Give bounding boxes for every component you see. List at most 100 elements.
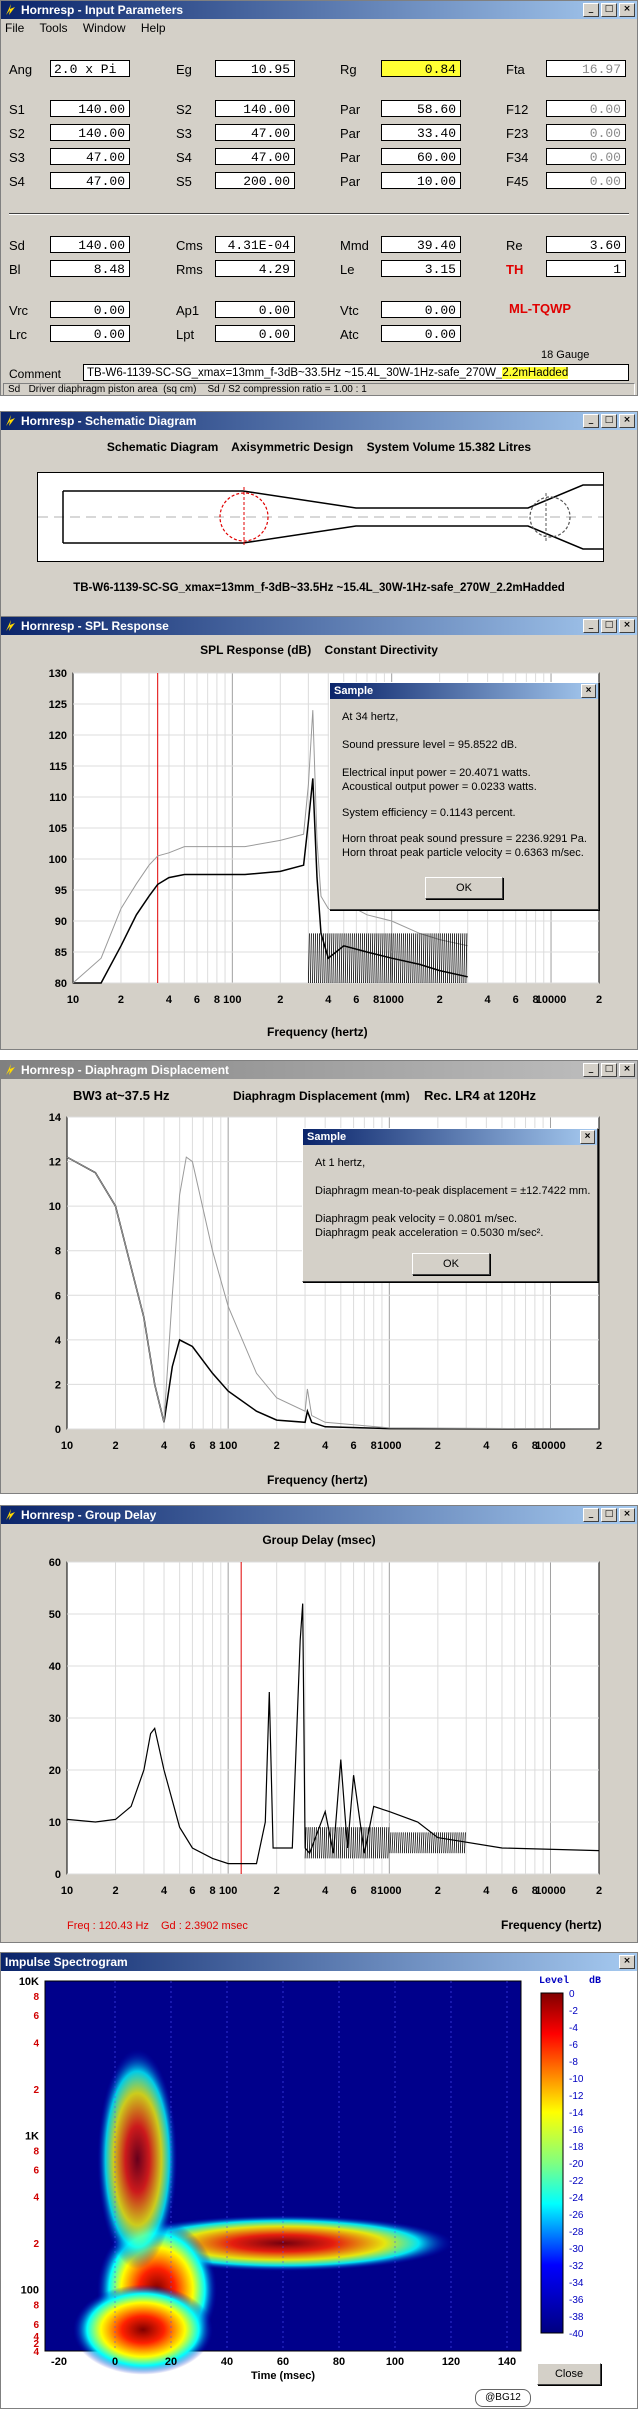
vtc-field[interactable]: 0.00 — [381, 301, 461, 318]
y-tick-label: 14 — [49, 1112, 62, 1124]
rms-field[interactable]: 4.29 — [215, 260, 295, 277]
param-field[interactable]: 140.00 — [215, 100, 295, 117]
param-field[interactable]: 10.00 — [381, 172, 461, 189]
minimize-button[interactable]: _ — [583, 3, 599, 17]
param-label: S3 — [9, 150, 25, 165]
param-field[interactable]: 0.00 — [546, 172, 626, 189]
vrc-field[interactable]: 0.00 — [50, 301, 130, 318]
minimize-button[interactable]: _ — [583, 1063, 599, 1077]
param-field[interactable]: 33.40 — [381, 124, 461, 141]
maximize-button[interactable]: □ — [601, 1508, 617, 1522]
menu-tools[interactable]: Tools — [39, 21, 68, 35]
close-button[interactable]: × — [619, 1508, 635, 1522]
ok-button[interactable]: OK — [412, 1253, 490, 1275]
spl-titlebar[interactable]: Hornresp - SPL Response _ □ × — [1, 617, 637, 635]
close-button[interactable]: × — [619, 3, 635, 17]
mmd-field[interactable]: 39.40 — [381, 236, 461, 253]
param-field[interactable]: 60.00 — [381, 148, 461, 165]
group-delay-titlebar[interactable]: Hornresp - Group Delay _ □ × — [1, 1506, 637, 1524]
y-tick-label: 120 — [49, 730, 67, 742]
maximize-button[interactable]: □ — [601, 619, 617, 633]
colorbar-tick-label: -28 — [569, 2227, 584, 2238]
schematic-titlebar[interactable]: Hornresp - Schematic Diagram _ □ × — [1, 412, 637, 430]
param-field[interactable]: 47.00 — [215, 124, 295, 141]
eg-field[interactable]: 10.95 — [215, 60, 295, 77]
param-field[interactable]: 47.00 — [50, 172, 130, 189]
close-icon[interactable]: × — [581, 684, 596, 698]
y-tick-label: 85 — [55, 947, 67, 959]
series-line — [72, 710, 468, 984]
param-field[interactable]: 0.00 — [546, 100, 626, 117]
sd-field[interactable]: 140.00 — [50, 236, 130, 253]
param-field[interactable]: 140.00 — [50, 124, 130, 141]
param-field[interactable]: 0.00 — [546, 148, 626, 165]
atc-field[interactable]: 0.00 — [381, 325, 461, 342]
schematic-heading: Schematic Diagram Axisymmetric Design Sy… — [106, 440, 532, 454]
y-tick-label: 2 — [33, 2085, 39, 2096]
lpt-field[interactable]: 0.00 — [215, 325, 295, 342]
ok-button[interactable]: OK — [425, 877, 503, 899]
bl-field[interactable]: 8.48 — [50, 260, 130, 277]
colorbar-tick-label: -22 — [569, 2176, 584, 2187]
comment-field[interactable]: TB-W6-1139-SC-SG_xmax=13mm_f-3dB~33.5Hz … — [83, 364, 629, 381]
maximize-button[interactable]: □ — [601, 414, 617, 428]
minimize-button[interactable]: _ — [583, 414, 599, 428]
y-tick-label: 12 — [49, 1157, 61, 1169]
maximize-button[interactable]: □ — [601, 3, 617, 17]
dialog-titlebar[interactable]: Sample × — [303, 1129, 597, 1145]
param-field[interactable]: 140.00 — [50, 100, 130, 117]
spectrogram-titlebar[interactable]: Impulse Spectrogram × — [1, 1953, 637, 1971]
menu-window[interactable]: Window — [82, 21, 126, 35]
displacement-titlebar[interactable]: Hornresp - Diaphragm Displacement _ □ × — [1, 1061, 637, 1079]
param-field[interactable]: 47.00 — [50, 148, 130, 165]
cms-field[interactable]: 4.31E-04 — [215, 236, 295, 253]
th-field[interactable]: 1 — [546, 260, 626, 277]
lrc-field[interactable]: 0.00 — [50, 325, 130, 342]
param-label: Cms — [176, 238, 203, 253]
y-tick-label: 125 — [49, 699, 67, 711]
minimize-button[interactable]: _ — [583, 619, 599, 633]
close-spectrogram-button[interactable]: Close — [537, 2363, 601, 2385]
series-ripple — [308, 933, 468, 984]
x-tick-label: 2 — [274, 1885, 280, 1897]
x-tick-label: 2 — [274, 1440, 280, 1452]
re-field[interactable]: 3.60 — [546, 236, 626, 253]
param-field[interactable]: 47.00 — [215, 148, 295, 165]
colorbar-tick-label: -18 — [569, 2142, 584, 2153]
colorbar-tick-label: -12 — [569, 2091, 584, 2102]
dialog-titlebar[interactable]: Sample × — [330, 683, 598, 699]
close-button[interactable]: × — [619, 619, 635, 633]
menu-help[interactable]: Help — [140, 21, 166, 35]
param-label: Lpt — [176, 327, 195, 342]
series-line — [66, 1603, 600, 1865]
minimize-button[interactable]: _ — [583, 1508, 599, 1522]
fta-field[interactable]: 16.97 — [546, 60, 626, 77]
close-button[interactable]: × — [619, 1063, 635, 1077]
ap1-field[interactable]: 0.00 — [215, 301, 295, 318]
menu-file[interactable]: File — [5, 21, 25, 35]
le-field[interactable]: 3.15 — [381, 260, 461, 277]
param-field[interactable]: 58.60 — [381, 100, 461, 117]
x-tick-label: 2 — [112, 1440, 118, 1452]
hornresp-app-icon — [6, 4, 15, 15]
dialog-line: Diaphragm peak velocity = 0.0801 m/sec. — [315, 1213, 518, 1225]
param-field[interactable]: 0.00 — [546, 124, 626, 141]
series-line — [73, 778, 468, 984]
input-parameters-titlebar[interactable]: Hornresp - Input Parameters _ □ × — [1, 1, 637, 19]
group-delay-window: Hornresp - Group Delay _ □ × Group Delay… — [0, 1505, 638, 1943]
schematic-drawing — [38, 484, 603, 550]
close-icon[interactable]: × — [580, 1130, 595, 1144]
ang-field[interactable]: 2.0 x Pi — [50, 60, 130, 77]
rg-field[interactable]: 0.84 — [381, 60, 461, 77]
param-field[interactable]: 200.00 — [215, 172, 295, 189]
maximize-button[interactable]: □ — [601, 1063, 617, 1077]
x-tick-label: 40 — [221, 2356, 233, 2368]
x-tick-label: 2 — [596, 1885, 602, 1897]
close-button[interactable]: × — [619, 1955, 635, 1969]
x-tick-label: 10000 — [535, 1885, 566, 1897]
close-button[interactable]: × — [619, 414, 635, 428]
x-tick-label: 0 — [112, 2356, 118, 2368]
hornresp-app-icon — [6, 1064, 15, 1075]
